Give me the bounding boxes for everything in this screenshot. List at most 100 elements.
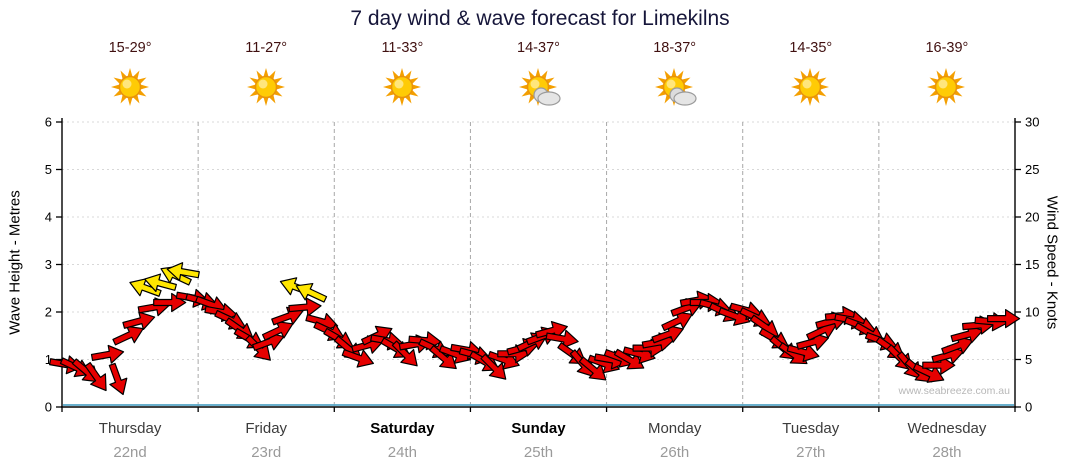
sun-ray — [807, 68, 813, 77]
wind-arrow-red — [545, 329, 579, 349]
weather-icon — [651, 66, 698, 110]
wind-arrow-red — [535, 320, 568, 340]
sun-ray — [684, 84, 694, 90]
sun-ray — [263, 97, 269, 106]
sun-highlight — [258, 79, 268, 89]
sun-ray — [519, 84, 528, 90]
watermark: www.seabreeze.com.au — [898, 385, 1010, 397]
sun-ray — [548, 84, 557, 90]
wind-arrow-red — [578, 356, 607, 381]
temp-range-label: 16-39° — [925, 40, 969, 56]
wind-arrow-yellow — [295, 282, 328, 303]
right-tick-label: 15 — [1025, 257, 1039, 272]
sun-ray — [399, 68, 405, 77]
sun-cloud-icon — [519, 68, 561, 106]
wind-arrow-red — [288, 297, 322, 317]
day-name-label: Saturday — [370, 420, 435, 437]
sun-ray — [943, 97, 950, 106]
wind-arrow-red — [108, 362, 128, 396]
sun-highlight — [122, 79, 132, 89]
wind-arrow-yellow — [129, 278, 162, 297]
sun-ray — [927, 84, 937, 90]
wind-arrow-red — [90, 344, 125, 364]
wind-arrow-red — [122, 311, 156, 331]
sun-ray — [956, 84, 966, 90]
right-tick-label: 20 — [1025, 210, 1039, 225]
temp-range-label: 14-37° — [517, 40, 560, 56]
sun-icon — [791, 68, 830, 106]
sun-ray — [110, 84, 120, 90]
weather-icon — [243, 66, 290, 110]
wind-arrow-yellow — [144, 273, 177, 293]
day-name-label: Monday — [647, 420, 702, 437]
day-name-label: Sunday — [511, 420, 566, 437]
sun-icon — [927, 68, 966, 106]
temp-range-label: 14-35° — [789, 40, 833, 56]
sun-icon — [110, 68, 149, 106]
wind-arrow-red — [480, 353, 507, 380]
weather-icon — [515, 66, 562, 110]
left-tick-label: 6 — [45, 115, 52, 130]
weather-icon — [923, 66, 970, 110]
sun-highlight — [394, 79, 404, 89]
wind-arrow-red — [391, 340, 418, 367]
sun-ray — [535, 68, 541, 77]
left-tick-label: 5 — [45, 162, 52, 177]
day-name-label: Friday — [245, 420, 288, 437]
sun-cloud-icon — [655, 68, 697, 106]
wind-arrow-red — [950, 324, 984, 344]
left-axis-title: Wave Height - Metres — [6, 190, 24, 335]
right-tick-label: 5 — [1025, 352, 1032, 367]
sun-ray — [126, 68, 133, 77]
wind-arrow-red — [941, 336, 974, 355]
right-tick-label: 10 — [1025, 305, 1039, 320]
sun-ray — [126, 97, 133, 106]
sun-ray — [820, 84, 830, 90]
day-date-label: 26th — [660, 444, 690, 461]
sun-ray — [671, 68, 677, 77]
left-tick-label: 3 — [45, 257, 52, 272]
sun-highlight — [802, 79, 812, 89]
sun-ray — [275, 84, 285, 90]
sun-ray — [807, 97, 813, 106]
day-name-label: Thursday — [98, 420, 162, 437]
day-date-label: 25th — [523, 444, 554, 461]
day-date-label: 23rd — [251, 444, 282, 461]
wind-arrow-red — [786, 343, 820, 362]
sun-ray — [943, 68, 950, 77]
sun-ray — [139, 84, 149, 90]
temp-range-label: 15-29° — [108, 40, 152, 56]
wind-arrow-red — [429, 345, 457, 370]
right-axis-title: Wind Speed - Knots — [1043, 195, 1061, 330]
sun-ray — [263, 68, 269, 77]
weather-icon — [787, 66, 834, 110]
cloud-icon — [533, 87, 561, 106]
wind-arrow-red — [261, 320, 294, 341]
sun-icon — [382, 68, 421, 106]
sun-ray — [655, 84, 665, 90]
left-tick-label: 4 — [45, 210, 52, 225]
wind-arrow-red — [986, 309, 1021, 329]
right-tick-label: 30 — [1025, 115, 1039, 130]
sun-ray — [382, 84, 392, 90]
temp-range-label: 18-37° — [653, 40, 697, 56]
day-date-label: 24th — [387, 444, 417, 461]
sun-highlight — [530, 79, 540, 89]
temp-range-label: 11-33° — [381, 40, 424, 56]
day-date-label: 27th — [796, 444, 826, 461]
weather-icon — [379, 66, 426, 110]
left-tick-label: 2 — [45, 305, 52, 320]
sun-ray — [246, 84, 256, 90]
sun-highlight — [666, 79, 676, 89]
wind-arrow-red — [341, 349, 374, 368]
day-name-label: Tuesday — [782, 420, 840, 437]
sun-ray — [791, 84, 801, 90]
sun-ray — [411, 84, 421, 90]
wind-arrow-red — [661, 311, 693, 332]
day-date-label: 28th — [932, 444, 962, 461]
left-tick-label: 1 — [45, 352, 52, 367]
wind-arrow-red — [84, 361, 107, 392]
wind-arrow-yellow — [166, 262, 200, 282]
